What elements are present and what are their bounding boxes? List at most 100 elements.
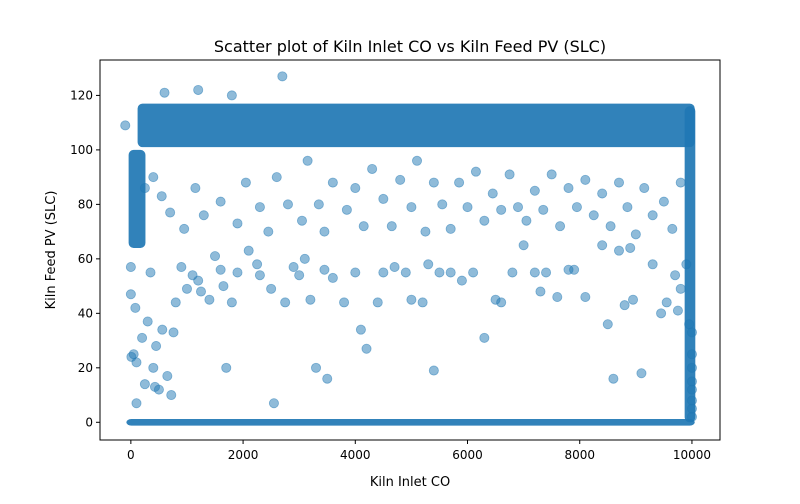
y-tick-label: 0 — [85, 415, 93, 429]
scatter-point — [130, 302, 141, 313]
scatter-point — [282, 199, 293, 210]
scatter-point — [299, 253, 310, 264]
scatter-point — [608, 373, 619, 384]
scatter-point — [389, 262, 400, 273]
scatter-point — [240, 177, 251, 188]
scatter-point — [636, 368, 647, 379]
scatter-point — [198, 210, 209, 221]
scatter-point — [277, 71, 288, 82]
scatter-point — [487, 188, 498, 199]
scatter-point — [271, 172, 282, 183]
scatter-point — [428, 177, 439, 188]
scatter-point — [166, 390, 177, 401]
x-tick-label: 0 — [127, 448, 135, 462]
scatter-point — [232, 267, 243, 278]
scatter-point — [614, 177, 625, 188]
scatter-point — [280, 297, 291, 308]
scatter-point — [605, 221, 616, 232]
scatter-point — [218, 281, 229, 292]
scatter-point — [420, 226, 431, 237]
scatter-point — [125, 289, 136, 300]
scatter-point — [686, 327, 697, 338]
scatter-point — [541, 267, 552, 278]
scatter-point — [468, 267, 479, 278]
scatter-point — [148, 362, 159, 373]
x-tick-label: 4000 — [340, 448, 371, 462]
scatter-point — [302, 155, 313, 166]
scatter-point — [181, 283, 192, 294]
scatter-point — [569, 264, 580, 275]
scatter-point — [322, 373, 333, 384]
scatter-point — [358, 221, 369, 232]
x-axis-label: Kiln Inlet CO — [370, 475, 450, 490]
scatter-point — [294, 270, 305, 281]
scatter-point — [456, 275, 467, 286]
scatter-point — [686, 349, 697, 360]
scatter-point — [686, 395, 697, 406]
scatter-point — [670, 270, 681, 281]
scatter-point — [153, 384, 164, 395]
scatter-point — [226, 90, 237, 101]
scatter-point — [445, 267, 456, 278]
scatter-point — [619, 300, 630, 311]
scatter-point — [268, 398, 279, 409]
scatter-point — [423, 259, 434, 270]
scatter-point — [355, 324, 366, 335]
scatter-point — [518, 240, 529, 251]
scatter-point — [672, 305, 683, 316]
scatter-point — [434, 267, 445, 278]
scatter-point — [162, 370, 173, 381]
scatter-point — [165, 207, 176, 218]
scatter-point — [378, 267, 389, 278]
scatter-point — [571, 202, 582, 213]
plot-frame — [99, 59, 721, 441]
scatter-point — [137, 332, 148, 343]
scatter-point — [263, 226, 274, 237]
scatter-point — [445, 223, 456, 234]
y-tick-label: 80 — [78, 197, 93, 211]
y-axis-ticks: 0 20 40 60 80 100 120 — [70, 88, 100, 429]
scatter-point — [437, 199, 448, 210]
scatter-point — [462, 202, 473, 213]
scatter-point — [125, 262, 136, 273]
scatter-point — [580, 291, 591, 302]
scatter-point — [602, 319, 613, 330]
scatter-point — [313, 199, 324, 210]
scatter-point — [232, 218, 243, 229]
x-axis-ticks: 0 2000 4000 6000 8000 10000 — [127, 440, 711, 462]
scatter-point — [350, 183, 361, 194]
scatter-point — [252, 259, 263, 270]
y-tick-label: 100 — [70, 143, 93, 157]
scatter-point — [647, 210, 658, 221]
scatter-point — [513, 202, 524, 213]
scatter-point — [210, 251, 221, 262]
scatter-point — [686, 362, 697, 373]
scatter-point — [555, 221, 566, 232]
scatter-point — [311, 362, 322, 373]
scatter-point — [406, 202, 417, 213]
scatter-point — [625, 242, 636, 253]
scatter-point — [157, 324, 168, 335]
scatter-point — [156, 191, 167, 202]
scatter-point — [428, 365, 439, 376]
scatter-point — [148, 172, 159, 183]
scatter-point — [395, 174, 406, 185]
scatter-point — [417, 297, 428, 308]
scatter-point — [597, 188, 608, 199]
scatter-point — [454, 177, 465, 188]
scatter-point — [552, 291, 563, 302]
y-tick-label: 40 — [78, 306, 93, 320]
scatter-point — [120, 120, 131, 131]
scatter-point — [614, 245, 625, 256]
scatter-point — [170, 297, 181, 308]
dense-point-region — [128, 149, 146, 248]
y-tick-label: 120 — [70, 88, 93, 102]
scatter-point — [597, 240, 608, 251]
scatter-point — [367, 163, 378, 174]
scatter-point — [686, 376, 697, 387]
data-points — [120, 71, 697, 422]
scatter-point — [675, 283, 686, 294]
scatter-point — [386, 221, 397, 232]
x-tick-label: 8000 — [564, 448, 595, 462]
scatter-point — [580, 174, 591, 185]
